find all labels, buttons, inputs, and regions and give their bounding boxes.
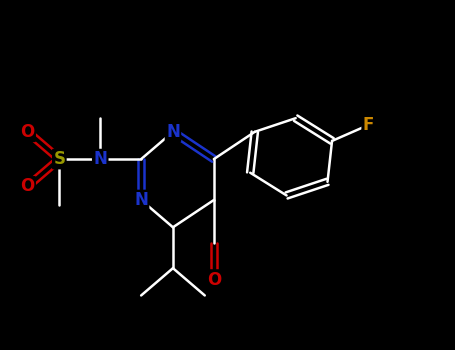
Text: O: O xyxy=(20,123,35,141)
Text: N: N xyxy=(166,123,180,141)
Text: N: N xyxy=(93,150,107,168)
Text: F: F xyxy=(363,116,374,134)
Text: O: O xyxy=(20,177,35,195)
Text: N: N xyxy=(134,191,148,209)
Text: S: S xyxy=(53,150,66,168)
Text: O: O xyxy=(207,271,221,288)
